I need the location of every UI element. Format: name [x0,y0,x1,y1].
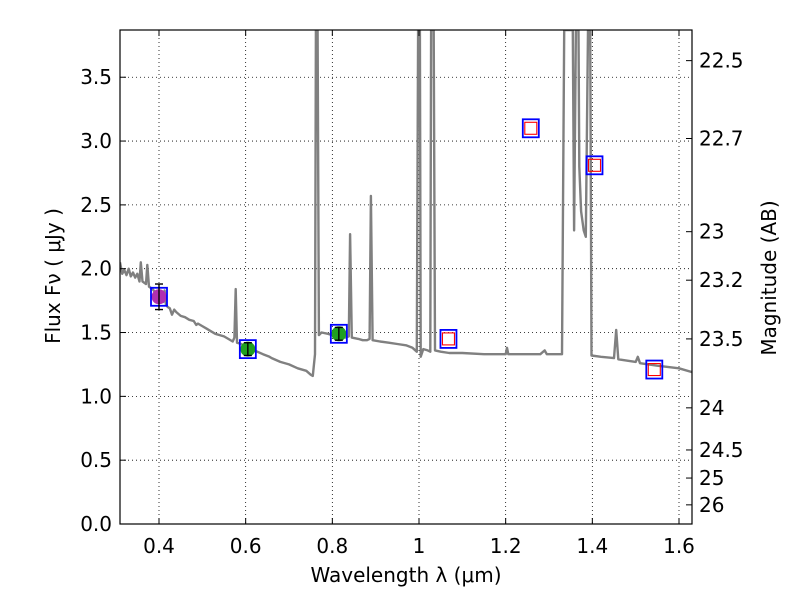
grid-lines [120,30,692,525]
model-flux-box [238,339,257,360]
magnitude-axis-label: Magnitude (AB) [757,200,781,355]
y-tick-label: 1.5 [80,321,112,345]
x-tick-label: 1 [413,534,426,558]
y-tick-label: 2.5 [80,193,112,217]
y-axis-ticks: 0.0 0.5 1.0 1.5 2.0 2.5 3.0 3.5 [80,65,126,536]
magnitude-tick-label: 24.5 [699,438,744,462]
photometry-points [150,118,664,380]
upper-limit-marker [524,121,538,135]
upper-limit-marker [441,332,456,346]
y-tick-label: 0.0 [80,512,112,536]
spectrum-layer [120,30,692,378]
y-tick-label: 3.0 [80,129,112,153]
magnitude-tick-label: 22.5 [699,49,744,73]
magnitude-tick-label: 23 [699,220,724,244]
upper-limit-marker [647,362,661,377]
model-flux-box [329,323,348,344]
magnitude-tick-label: 22.7 [699,127,744,151]
y-tick-label: 2.0 [80,257,112,281]
model-flux-box [645,359,664,380]
x-tick-label: 1.2 [490,534,522,558]
magnitude-tick-label: 26 [699,493,724,517]
magnitude-tick-label: 24 [699,396,724,420]
y-tick-label: 1.0 [80,384,112,408]
model-flux-box [585,155,604,176]
upper-limit-marker [587,158,602,172]
x-tick-label: 1.6 [663,534,695,558]
magnitude-tick-label: 23.2 [699,268,744,292]
x-axis-ticks: 0.4 0.6 0.8 1 1.2 1.4 1.6 [143,30,695,558]
model-flux-box [439,329,458,349]
model-flux-box [521,118,540,139]
model-spectrum-line [120,30,692,378]
x-tick-label: 0.6 [230,534,262,558]
magnitude-axis-ticks: 22.5 22.7 23 23.2 23.5 24 24.5 25 26 [686,49,744,517]
y-axis-label: Flux Fν ( μJy ) [41,208,65,344]
y-tick-label: 3.5 [80,65,112,89]
magnitude-tick-label: 23.5 [699,327,744,351]
x-tick-label: 0.4 [143,534,175,558]
plot-frame [119,29,693,525]
magnitude-tick-label: 25 [699,466,724,490]
x-tick-label: 1.4 [576,534,608,558]
y-tick-label: 0.5 [80,448,112,472]
x-tick-label: 0.8 [316,534,348,558]
x-axis-label: Wavelength λ (μm) [310,563,501,587]
